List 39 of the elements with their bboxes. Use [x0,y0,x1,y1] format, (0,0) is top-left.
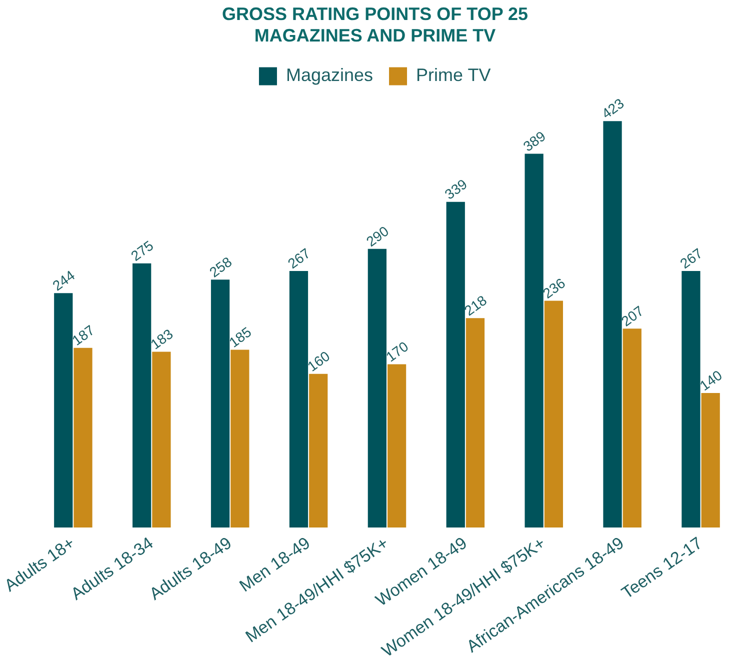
data-label: 160 [304,348,333,374]
bar [603,121,622,528]
bar [74,348,92,528]
data-label: 207 [618,302,647,330]
bar [682,271,700,528]
bar [309,374,328,528]
data-label: 275 [128,237,156,264]
data-label: 236 [540,274,568,302]
data-label: 267 [284,244,314,272]
bar [387,364,406,528]
data-label: 290 [363,222,392,250]
data-label: 218 [461,292,490,319]
bar [368,248,386,528]
bar [466,318,485,528]
bar [54,293,73,528]
data-label: 185 [226,324,254,350]
bar [132,263,152,528]
bar [544,300,564,528]
data-label: 187 [69,322,98,348]
bar [446,202,465,528]
data-label: 423 [598,94,628,122]
bar [152,352,171,528]
chart-title: GROSS RATING POINTS OF TOP 25 MAGAZINES AND PRIME TV [222,4,528,46]
bar [289,271,308,528]
legend-label: Magazines [286,65,374,86]
data-label: 140 [696,366,726,394]
data-label: 183 [147,326,176,352]
bar [524,154,544,528]
bar [622,328,642,528]
data-label: 170 [382,338,412,365]
bar [210,280,230,528]
bar [230,350,250,528]
legend-label: Prime TV [416,65,491,86]
data-label: 267 [677,244,706,272]
data-label: 244 [49,266,78,294]
bar [701,393,720,528]
data-label: 258 [206,253,235,280]
data-label: 339 [442,176,470,202]
data-label: 389 [520,128,549,154]
